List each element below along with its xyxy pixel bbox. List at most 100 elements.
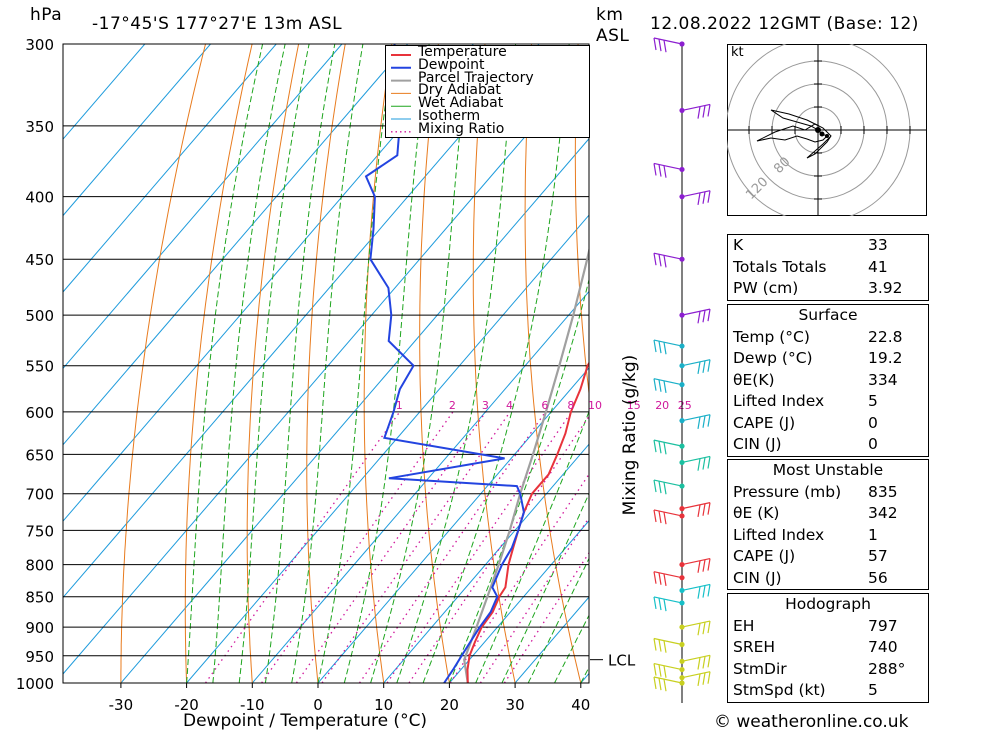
stmspd-label: StmSpd (kt) xyxy=(733,681,826,699)
y-tick-label: 700 xyxy=(25,486,54,504)
legend-temperature: Temperature xyxy=(418,44,507,60)
x-tick-label: 40 xyxy=(571,696,590,714)
wet-adiabat-line xyxy=(554,614,589,683)
mu-cin-label: CIN (J) xyxy=(733,568,782,587)
wind-level-dot xyxy=(679,675,685,681)
wind-barb xyxy=(653,479,683,495)
mixing-ratio-tick-label: 15 xyxy=(627,399,641,412)
y-tick-label: 350 xyxy=(25,118,54,136)
mixing-ratio-title: Mixing Ratio (g/kg) xyxy=(620,354,640,516)
mu-cape-label: CAPE (J) xyxy=(733,547,796,565)
x-axis-title: Dewpoint / Temperature (°C) xyxy=(183,711,428,731)
surface-cin-value: 0 xyxy=(868,435,878,453)
x-tick-label: 0 xyxy=(313,696,323,714)
sreh-label: SREH xyxy=(733,638,776,656)
mu-li-label: Lifted Index xyxy=(733,525,825,544)
dry-adiabat-line xyxy=(306,44,346,683)
dry-adiabat-line xyxy=(184,44,253,683)
isotherm-line xyxy=(383,443,589,683)
surface-temp-label: Temp (°C) xyxy=(733,327,810,346)
wind-barb xyxy=(681,308,711,324)
x-tick-label: -10 xyxy=(240,696,265,714)
wind-level-dot xyxy=(679,600,685,606)
dry-adiabat-line xyxy=(246,44,300,683)
surface-temp-value: 22.8 xyxy=(868,327,903,346)
mixing-ratio-tick-label: 25 xyxy=(678,399,692,412)
x-tick-label: 10 xyxy=(374,696,393,714)
hodograph-indices-box: Hodograph EH 797 SREH 740 StmDir 288° StmSp… xyxy=(727,593,929,703)
temperature-line xyxy=(466,361,589,683)
wind-barb xyxy=(681,455,711,471)
stmdir-label: StmDir xyxy=(733,659,787,678)
wind-barb xyxy=(653,439,683,455)
totals-value: 41 xyxy=(868,257,888,276)
k-value: 33 xyxy=(868,236,888,254)
surface-li-label: Lifted Index xyxy=(733,392,825,410)
dry-adiabat-line xyxy=(472,44,516,683)
mixing-ratio-line xyxy=(261,411,454,683)
isotherm-line xyxy=(63,44,211,217)
k-label: K xyxy=(733,236,744,254)
pressure-unit-label: hPa xyxy=(30,5,63,25)
surface-cape-label: CAPE (J) xyxy=(733,413,796,432)
wind-barb xyxy=(681,654,711,670)
x-tick-label: -20 xyxy=(174,696,199,714)
legend-isotherm: Isotherm xyxy=(418,107,481,124)
wet-adiabat-line xyxy=(422,44,570,683)
legend-parcel: Parcel Trajectory xyxy=(418,69,534,86)
pw-label: PW (cm) xyxy=(733,279,799,297)
copyright-link[interactable]: © weatheronline.co.uk xyxy=(714,712,909,732)
lcl-label: LCL xyxy=(608,652,636,670)
wet-adiabat-line xyxy=(527,557,589,683)
most-unstable-box: Most Unstable Pressure (mb) 835 θE (K) 342… xyxy=(727,459,929,590)
wet-adiabat-line xyxy=(264,44,336,683)
legend-dry-adiabat: Dry Adiabat xyxy=(418,82,501,99)
wind-barb xyxy=(681,414,711,429)
wind-barb xyxy=(653,676,683,692)
wind-barb xyxy=(653,596,683,612)
wet-adiabat-line xyxy=(501,492,589,683)
isotherm-line xyxy=(63,44,277,293)
basic-indices-box: K 33 Totals Totals 41 PW (cm) 3.92 xyxy=(727,234,929,301)
y-tick-label: 950 xyxy=(25,648,54,666)
sreh-value: 740 xyxy=(868,638,898,656)
surface-title: Surface xyxy=(798,306,858,324)
y-tick-label: 550 xyxy=(25,358,54,376)
location-title: -17°45'S 177°27'E 13m ASL xyxy=(92,14,343,34)
dry-adiabat-line xyxy=(951,44,1000,683)
mixing-ratio-tick-label: 4 xyxy=(506,399,513,412)
legend-labels: Temperature Dewpoint Parcel Trajectory D… xyxy=(418,44,534,136)
hodograph-unit-label: kt xyxy=(731,45,744,60)
mixing-ratio-tick-label: 3 xyxy=(482,399,489,412)
legend-swatches xyxy=(391,54,411,133)
mixing-ratio-line xyxy=(408,415,589,683)
stmdir-value: 288° xyxy=(868,659,906,678)
mu-thetae-label: θE (K) xyxy=(733,504,780,522)
mixing-ratio-tick-label: 6 xyxy=(541,399,548,412)
wet-adiabat-line xyxy=(238,44,310,683)
isotherm-line xyxy=(317,367,589,683)
isotherm-line xyxy=(63,44,343,370)
surface-dewp-label: Dewp (°C) xyxy=(733,349,813,367)
wind-barb xyxy=(653,252,683,268)
mu-title: Most Unstable xyxy=(772,461,884,479)
wind-barb xyxy=(681,103,711,119)
wind-barb xyxy=(653,339,683,355)
x-tick-label: -30 xyxy=(109,696,134,714)
y-tick-label: 750 xyxy=(25,522,54,540)
wind-barb xyxy=(681,502,711,517)
dry-adiabat-line xyxy=(574,44,589,398)
mixing-ratio-tick-label: 10 xyxy=(588,399,602,412)
stmspd-value: 5 xyxy=(868,681,878,699)
wind-level-dot xyxy=(679,561,685,568)
mu-pressure-label: Pressure (mb) xyxy=(733,482,842,501)
dry-adiabat-line xyxy=(120,44,206,683)
surface-box: Surface Temp (°C) 22.8 Dewp (°C) 19.2 θE(K… xyxy=(727,304,929,457)
wind-barb xyxy=(653,662,683,678)
wind-level-dot xyxy=(679,658,685,664)
surface-cin-label: CIN (J) xyxy=(733,435,782,453)
mixing-ratio-line xyxy=(295,411,487,683)
mu-cape-value: 57 xyxy=(868,547,888,565)
hodo-title: Hodograph xyxy=(785,595,871,613)
isotherm-line xyxy=(63,61,589,675)
